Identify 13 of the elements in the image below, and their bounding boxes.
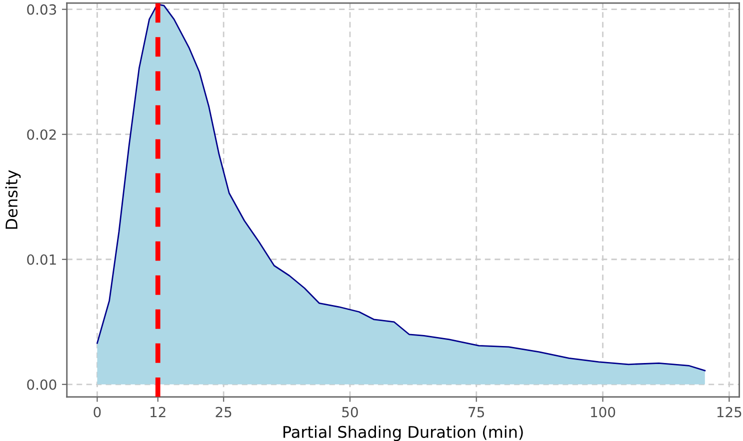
x-tick-label: 125 bbox=[717, 406, 742, 418]
x-tick-label: 0 bbox=[94, 406, 101, 418]
x-tick-label: 75 bbox=[468, 407, 484, 418]
x-axis-title: Partial Shading Duration (min) bbox=[284, 426, 523, 441]
y-tick-label: 0.00 bbox=[27, 379, 56, 390]
x-tick-label: 50 bbox=[342, 406, 358, 418]
x-tick-label: 100 bbox=[591, 406, 616, 418]
x-tick-label: 25 bbox=[216, 406, 232, 418]
y-axis-title: Density bbox=[5, 170, 21, 229]
y-tick-label: 0.01 bbox=[27, 254, 56, 265]
y-tick-label: 0.03 bbox=[27, 4, 56, 15]
x-tick-label: 12 bbox=[150, 406, 166, 418]
y-tick-label: 0.02 bbox=[27, 129, 56, 140]
